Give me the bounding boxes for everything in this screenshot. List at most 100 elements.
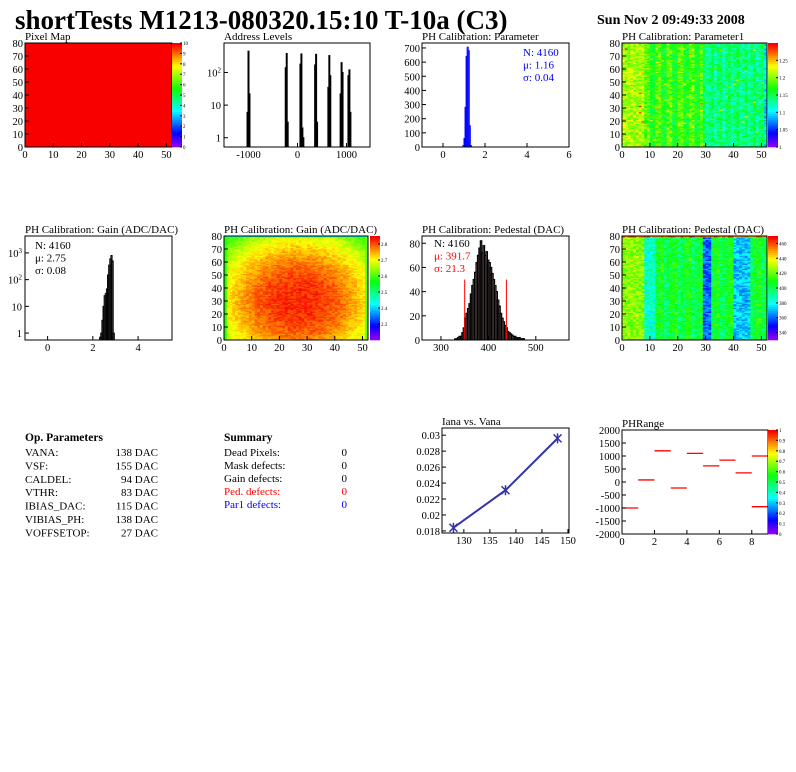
heatmap-cell xyxy=(716,130,720,132)
heatmap-cell xyxy=(725,119,729,122)
heatmap-cell xyxy=(224,316,228,319)
colorbar-cell xyxy=(172,74,182,77)
heatmap-cell xyxy=(677,74,681,76)
heatmap-cell xyxy=(224,314,228,316)
heatmap-cell xyxy=(708,50,712,53)
heatmap-cell xyxy=(232,327,236,329)
heatmap-cell xyxy=(744,59,748,62)
heatmap-cell xyxy=(725,43,729,45)
heatmap-cell xyxy=(224,304,228,307)
heatmap-cell xyxy=(711,111,715,114)
heatmap-cell xyxy=(750,56,754,58)
heatmap-cell xyxy=(750,100,754,102)
heatmap-cell xyxy=(708,46,712,49)
heatmap-cell xyxy=(719,113,723,115)
heatmap-cell xyxy=(661,108,665,110)
heatmap-cell xyxy=(697,57,701,59)
heatmap-cell xyxy=(674,78,679,80)
heatmap-cell xyxy=(705,113,709,115)
heatmap-cell xyxy=(630,88,634,91)
heatmap-cell xyxy=(633,48,637,50)
heatmap-cell xyxy=(630,100,634,102)
heatmap-cell xyxy=(711,45,715,48)
heatmap-cell xyxy=(666,92,670,94)
heatmap-cell xyxy=(711,46,715,49)
heatmap-cell xyxy=(686,100,690,102)
heatmap-cell xyxy=(641,109,645,111)
heatmap-cell xyxy=(232,323,236,325)
heatmap-cell xyxy=(669,44,673,46)
heatmap-cell xyxy=(680,126,684,128)
heatmap-cell xyxy=(750,141,754,144)
heatmap-cell xyxy=(764,140,767,143)
heatmap-cell xyxy=(761,113,765,115)
heatmap-cell xyxy=(663,93,667,96)
heatmap-cell xyxy=(758,43,762,45)
heatmap-cell xyxy=(226,310,230,312)
heatmap-cell xyxy=(237,269,241,272)
heatmap-cell xyxy=(733,44,737,46)
colorbar-cell xyxy=(172,92,182,96)
op-parameter-label: IBIAS_DAC: xyxy=(25,501,86,513)
heatmap-cell xyxy=(741,108,745,110)
heatmap-cell xyxy=(753,101,757,104)
heatmap-cell xyxy=(669,97,673,100)
summary-label: Ped. defects: xyxy=(224,486,280,498)
heatmap-cell xyxy=(758,113,762,115)
heatmap-cell xyxy=(750,63,754,66)
heatmap-cell xyxy=(627,59,631,62)
heatmap-cell xyxy=(761,117,765,119)
heatmap-cell xyxy=(680,93,684,96)
heatmap-cell xyxy=(739,79,743,81)
heatmap-cell xyxy=(747,76,751,79)
x-tick-label: 2 xyxy=(90,343,95,354)
heatmap-cell xyxy=(764,95,767,97)
heatmap-cell xyxy=(691,137,695,140)
heatmap-cell xyxy=(661,127,665,130)
heatmap-cell xyxy=(672,126,676,128)
heatmap-cell xyxy=(237,330,241,333)
heatmap-cell xyxy=(688,111,693,114)
heatmap-cell xyxy=(633,97,637,100)
heatmap-cell xyxy=(649,104,653,106)
heatmap-cell xyxy=(674,110,679,113)
heatmap-cell xyxy=(736,54,740,57)
heatmap-cell xyxy=(702,88,706,91)
heatmap-cell xyxy=(686,79,690,81)
heatmap-cell xyxy=(622,137,626,140)
heatmap-cell xyxy=(658,127,662,130)
heatmap-cell xyxy=(761,63,765,66)
heatmap-cell xyxy=(750,66,754,68)
heatmap-cell xyxy=(764,130,767,132)
heatmap-cell xyxy=(224,259,228,261)
heatmap-cell xyxy=(758,48,762,50)
heatmap-cell xyxy=(688,79,693,81)
heatmap-cell xyxy=(700,141,704,144)
heatmap-cell xyxy=(624,78,628,80)
heatmap-cell xyxy=(674,65,679,67)
heatmap-cell xyxy=(683,130,687,132)
heatmap-cell xyxy=(686,76,690,79)
heatmap-cell xyxy=(622,143,626,145)
heatmap-cell xyxy=(666,44,670,46)
heatmap-cell xyxy=(661,92,665,94)
heatmap-cell xyxy=(727,130,732,132)
heatmap-cell xyxy=(674,59,679,62)
heatmap-cell xyxy=(708,62,712,65)
heatmap-cell xyxy=(705,82,709,84)
heatmap-cell xyxy=(661,74,665,76)
heatmap-cell xyxy=(627,93,631,96)
heatmap-cell xyxy=(755,56,759,58)
heatmap-cell xyxy=(711,79,715,81)
heatmap-cell xyxy=(658,100,662,102)
heatmap-cell xyxy=(661,69,665,71)
heatmap-cell xyxy=(232,291,236,294)
heatmap-cell xyxy=(716,83,720,85)
heatmap-cell xyxy=(226,315,230,317)
heatmap-cell xyxy=(641,135,645,137)
heatmap-cell xyxy=(711,49,715,52)
heatmap-cell xyxy=(761,78,765,80)
heatmap-cell xyxy=(237,241,241,243)
heatmap-cell xyxy=(736,70,740,72)
heatmap-cell xyxy=(755,101,759,104)
